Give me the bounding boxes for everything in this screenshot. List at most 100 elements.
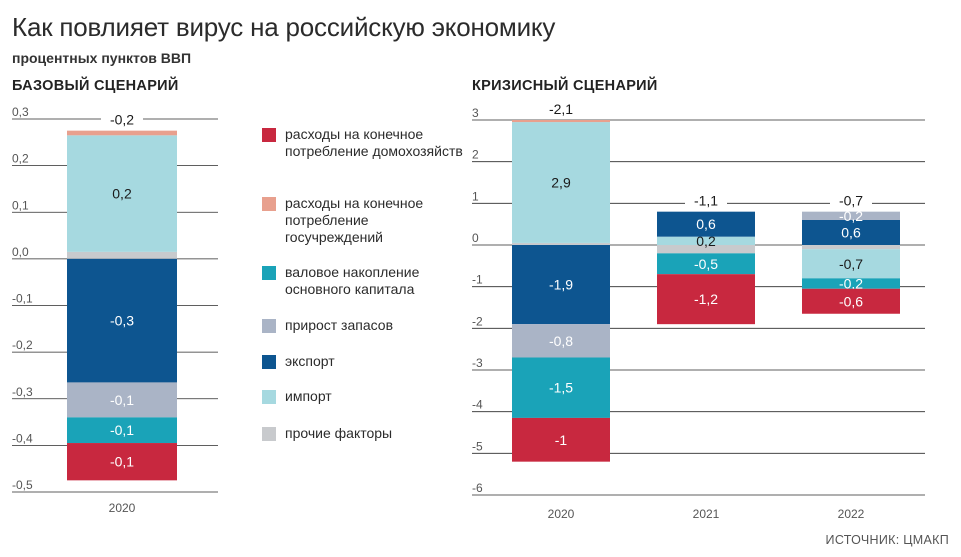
legend-swatch-investment (262, 266, 276, 280)
legend-item-other: прочие факторы (262, 425, 465, 442)
chart-subtitle: процентных пунктов ВВП (12, 50, 192, 66)
base-bar-segment-government (67, 130, 177, 136)
crisis-segment-label-investment: -0,5 (694, 256, 718, 272)
crisis-bar-segment-inventories (512, 324, 610, 358)
legend-swatch-other (262, 427, 276, 441)
crisis-bar-segment-investment (512, 357, 610, 418)
legend-swatch-government (262, 197, 276, 211)
chart-title: Как повлияет вирус на российскую экономи… (12, 12, 556, 42)
crisis-bar-segment-other (657, 245, 755, 254)
crisis-segment-label-exports: 0,6 (696, 216, 716, 232)
crisis-y-tick-label: -4 (472, 398, 483, 412)
crisis-bar-segment-exports (802, 220, 900, 245)
crisis-total-label-bg (830, 192, 872, 209)
crisis-x-tick-label: 2022 (838, 507, 865, 521)
crisis-bar-segment-households (802, 288, 900, 314)
legend-item-investment: валовое накопление основного капитала (262, 264, 465, 298)
crisis-segment-label-imports: 2,9 (551, 175, 571, 191)
base-total-label: -0,2 (110, 112, 134, 128)
crisis-bar-segment-inventories (802, 211, 900, 220)
base-y-tick-label: 0,1 (12, 198, 29, 212)
base-segment-label-inventories: -0,1 (110, 392, 134, 408)
crisis-bar-segment-imports (657, 236, 755, 245)
crisis-y-tick-label: -5 (472, 439, 483, 453)
legend-item-inventories: прирост запасов (262, 317, 465, 334)
base-y-tick-label: -0,3 (12, 385, 33, 399)
base-y-tick-label: -0,4 (12, 431, 33, 445)
crisis-bar-segment-imports (802, 249, 900, 279)
legend-label-other: прочие факторы (285, 425, 393, 441)
crisis-segment-label-investment: -1,5 (549, 380, 573, 396)
crisis-y-tick-label: 0 (472, 231, 479, 245)
crisis-total-label: -1,1 (694, 193, 718, 209)
crisis-segment-label-households: -1,2 (694, 291, 718, 307)
crisis-y-tick-label: -6 (472, 481, 483, 495)
base-segment-label-investment: -0,1 (110, 422, 134, 438)
crisis-x-tick-label: 2021 (693, 507, 720, 521)
base-y-tick-label: -0,5 (12, 478, 33, 492)
legend-label-inventories: прирост запасов (285, 317, 394, 333)
crisis-total-label: -2,1 (549, 101, 573, 117)
crisis-y-tick-label: 1 (472, 189, 479, 203)
base-bar-segment-investment (67, 417, 177, 444)
legend-item-households: расходы на конечное потребление домохозя… (262, 126, 465, 160)
base-segment-label-households: -0,1 (110, 454, 134, 470)
crisis-total-label-bg (540, 101, 582, 117)
crisis-segment-label-imports: 0,2 (696, 233, 716, 249)
legend-label-households: расходы на конечное потребление домохозя… (285, 126, 463, 159)
crisis-y-tick-label: -1 (472, 273, 483, 287)
crisis-y-tick-label: -3 (472, 356, 483, 370)
legend-swatch-imports (262, 390, 276, 404)
crisis-segment-label-exports: -1,9 (549, 277, 573, 293)
crisis-bar-segment-other (512, 242, 610, 245)
crisis-segment-label-investment: -0,2 (839, 276, 863, 292)
legend-swatch-inventories (262, 319, 276, 333)
legend-item-imports: импорт (262, 388, 465, 405)
crisis-bar-segment-government (512, 120, 610, 123)
crisis-y-tick-label: 3 (472, 106, 479, 120)
source-note: ИСТОЧНИК: ЦМАКП (825, 533, 949, 547)
crisis-total-label: -0,7 (839, 193, 863, 209)
crisis-bar-segment-exports (657, 211, 755, 237)
base-bar-segment-exports (67, 258, 177, 383)
crisis-total-label-bg (685, 192, 727, 209)
legend-label-investment: валовое накопление основного капитала (285, 264, 420, 297)
crisis-segment-label-inventories: -0,2 (839, 208, 863, 224)
crisis-segment-label-inventories: -0,8 (549, 333, 573, 349)
base-y-tick-label: 0,3 (12, 105, 29, 119)
crisis-bar-segment-households (512, 417, 610, 462)
base-segment-label-exports: -0,3 (110, 313, 134, 329)
legend-swatch-households (262, 128, 276, 142)
legend-label-government: расходы на конечное потребление госучреж… (285, 195, 424, 245)
legend-item-government: расходы на конечное потребление госучреж… (262, 195, 465, 246)
base-total-label-bg (101, 111, 143, 128)
base-scenario-title: БАЗОВЫЙ СЦЕНАРИЙ (12, 78, 179, 94)
base-y-tick-label: 0,0 (12, 245, 29, 259)
crisis-bar-segment-imports (512, 122, 610, 243)
base-y-tick-label: -0,1 (12, 292, 33, 306)
legend-label-imports: импорт (285, 388, 332, 404)
base-bar-segment-other (67, 251, 177, 259)
crisis-bar-segment-other (802, 245, 900, 250)
crisis-scenario-title: КРИЗИСНЫЙ СЦЕНАРИЙ (472, 78, 658, 94)
base-segment-label-imports: 0,2 (112, 186, 132, 202)
crisis-bar-segment-households (657, 274, 755, 325)
legend-label-exports: экспорт (285, 353, 335, 369)
base-y-tick-label: 0,2 (12, 152, 29, 166)
crisis-segment-label-exports: 0,6 (841, 225, 861, 241)
crisis-segment-label-imports: -0,7 (839, 256, 863, 272)
crisis-bar-segment-investment (657, 253, 755, 275)
crisis-segment-label-households: -0,6 (839, 293, 863, 309)
base-bar-segment-households (67, 443, 177, 481)
legend-item-exports: экспорт (262, 353, 465, 370)
base-x-tick-label: 2020 (109, 501, 136, 515)
crisis-segment-label-households: -1 (555, 432, 568, 448)
legend-swatch-exports (262, 355, 276, 369)
base-bar-segment-inventories (67, 382, 177, 418)
crisis-bar-segment-exports (512, 245, 610, 325)
crisis-x-tick-label: 2020 (548, 507, 575, 521)
crisis-bar-segment-investment (802, 278, 900, 289)
crisis-y-tick-label: -2 (472, 314, 483, 328)
crisis-y-tick-label: 2 (472, 148, 479, 162)
